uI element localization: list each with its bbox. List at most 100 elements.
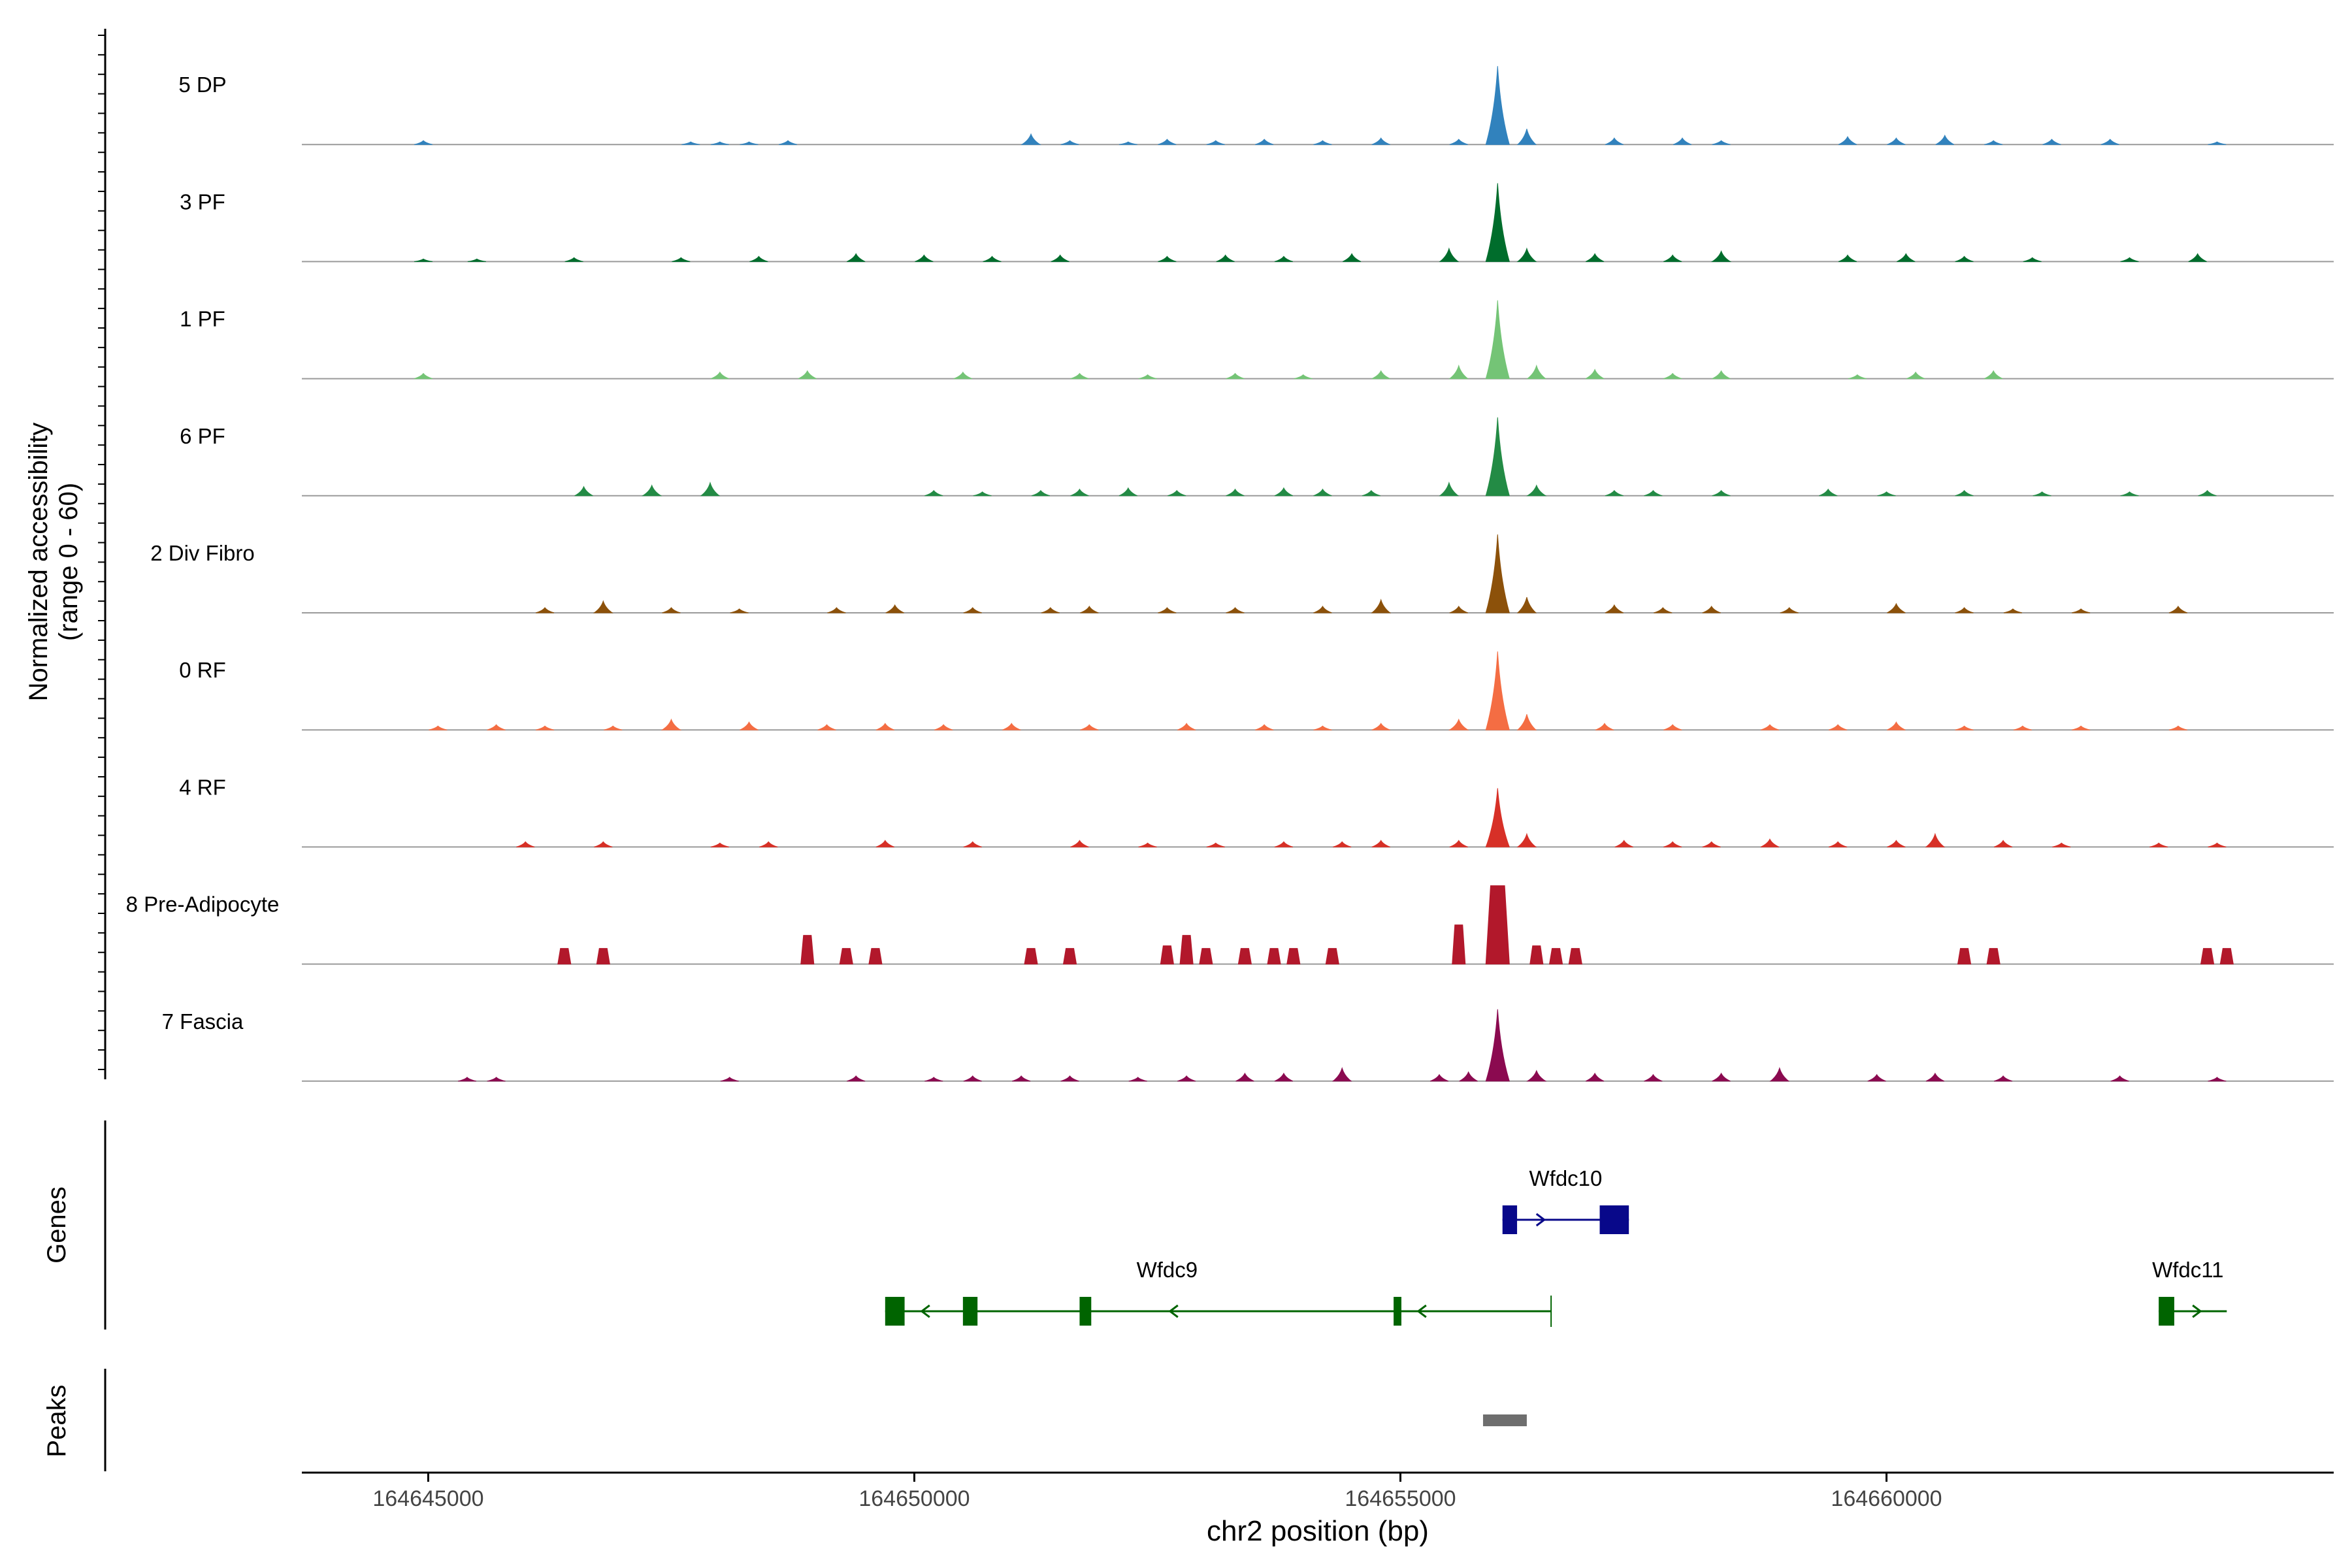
coverage-peak (2100, 139, 2119, 145)
x-tick-label: 164645000 (372, 1486, 483, 1511)
coverage-peak (1031, 489, 1051, 497)
coverage-peak (720, 1077, 739, 1082)
coverage-peak (1993, 1075, 2013, 1082)
coverage-peak (1897, 253, 1916, 262)
coverage-peak (1041, 607, 1060, 613)
coverage-peak (2120, 491, 2139, 497)
coverage-peak (1702, 841, 1721, 847)
track-label: 6 PF (180, 424, 225, 448)
coverage-peak (1371, 137, 1390, 145)
coverage-peak (1526, 1070, 1547, 1082)
coverage-peak (1925, 1072, 1945, 1082)
y-axis-title-line2: (range 0 - 60) (54, 483, 83, 641)
x-axis-title: chr2 position (bp) (1207, 1515, 1429, 1547)
coverage-peak (604, 725, 623, 730)
coverage-peak (1313, 140, 1332, 145)
coverage-y-ticks (98, 35, 105, 1070)
coverage-peak (1585, 1072, 1605, 1082)
coverage-peak (1605, 604, 1624, 613)
coverage-peak (1957, 948, 1972, 965)
coverage-peak (2208, 842, 2227, 847)
coverage-peak (1516, 714, 1537, 730)
coverage-peak (1712, 140, 1731, 145)
coverage-peak (1935, 134, 1955, 145)
coverage-peak (2208, 141, 2227, 145)
coverage-peak (1062, 948, 1077, 965)
coverage-peak (983, 255, 1002, 262)
coverage-peak (1255, 724, 1274, 730)
coverage-peak (1585, 368, 1605, 380)
strand-arrow (920, 1304, 930, 1318)
coverage-peak (1449, 139, 1468, 145)
coverage-peak (1828, 724, 1848, 730)
coverage-peak (1160, 945, 1174, 965)
coverage-peak (800, 935, 815, 965)
coverage-peak (1459, 1071, 1478, 1082)
track-label: 2 Div Fibro (150, 541, 255, 565)
coverage-peak (885, 604, 904, 613)
track-7-fascia: 7 Fascia (162, 1009, 2334, 1082)
coverage-peak (1226, 488, 1245, 497)
coverage-peak (1485, 788, 1511, 847)
coverage-peak (1867, 1073, 1886, 1082)
coverage-peak (681, 141, 700, 145)
coverage-peak (1274, 255, 1294, 262)
coverage-peak (1838, 136, 1857, 145)
coverage-peak (710, 141, 729, 145)
coverage-peak (875, 723, 894, 730)
coverage-peak (1993, 840, 2013, 847)
coverage-peak (557, 948, 572, 965)
coverage-peak (1838, 254, 1857, 262)
coverage-peak (1654, 607, 1673, 613)
coverage-peak (1060, 140, 1079, 145)
coverage-peak (1710, 250, 1732, 262)
coverage-peak (1342, 253, 1362, 262)
coverage-peak (1780, 607, 1799, 613)
coverage-peak (2013, 725, 2032, 730)
coverage-peak (1119, 487, 1138, 497)
coverage-peak (875, 840, 894, 847)
coverage-peak (1644, 489, 1663, 497)
x-tick-label: 164660000 (1831, 1486, 1942, 1511)
coverage-peak (1371, 840, 1390, 847)
coverage-peak (1605, 489, 1624, 497)
coverage-peak (1485, 1009, 1510, 1082)
coverage-peak (574, 485, 593, 497)
gene-label: Wfdc11 (2152, 1258, 2223, 1282)
coverage-peak (1021, 133, 1041, 145)
coverage-peak (1177, 1075, 1196, 1082)
gene-label: Wfdc10 (1529, 1166, 1603, 1190)
coverage-peak (1371, 598, 1392, 613)
peaks-track (1482, 1414, 1527, 1426)
coverage-peak (1237, 948, 1252, 965)
coverage-peak (2033, 491, 2051, 497)
strand-arrow (2192, 1304, 2202, 1318)
coverage-peak (827, 607, 846, 613)
coverage-peak (1371, 723, 1390, 730)
coverage-peak (1070, 372, 1089, 380)
strand-arrow (1535, 1213, 1546, 1227)
coverage-peak (1769, 1067, 1790, 1082)
coverage-peak (1080, 724, 1099, 730)
coverage-peak (2198, 489, 2217, 497)
coverage-peak (847, 1075, 866, 1082)
x-axis-ticks: 164645000 164650000 164655000 164660000 (372, 1473, 1942, 1511)
coverage-peak (2149, 842, 2168, 847)
track-label: 1 PF (180, 307, 225, 331)
coverage-peak (1206, 140, 1225, 145)
coverage-peak (700, 482, 721, 497)
coverage-peak (1485, 183, 1510, 262)
coverage-peak (1955, 725, 1974, 730)
coverage-peak (1119, 141, 1137, 145)
coverage-peak (963, 607, 982, 613)
gene-wfdc9: Wfdc9 (885, 1258, 1552, 1327)
coverage-tracks: 5 DP 3 PF 1 PF 6 PF 2 Div Fibro 0 RF 4 RF 8 Pre… (126, 66, 2334, 1082)
coverage-peak (1179, 935, 1194, 965)
coverage-peak (1138, 842, 1157, 847)
coverage-peak (1168, 489, 1186, 497)
coverage-peak (2188, 253, 2207, 262)
coverage-peak (1605, 137, 1624, 145)
coverage-peak (414, 140, 433, 145)
track-1-pf: 1 PF (180, 300, 2334, 380)
